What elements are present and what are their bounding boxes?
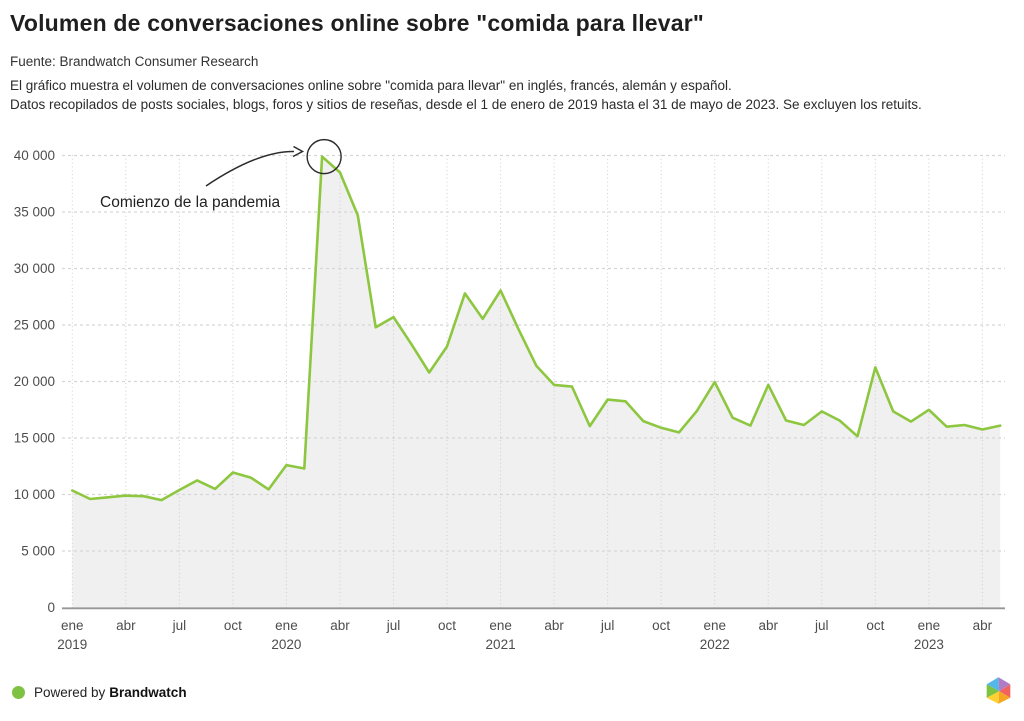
x-axis-label: abr [973,618,993,633]
y-axis-label: 20 000 [14,374,55,389]
chart-description-line2: Datos recopilados de posts sociales, blo… [10,97,922,112]
powered-by-footer: Powered by Brandwatch [12,684,187,701]
x-axis-label: oct [438,618,456,633]
y-axis-label: 35 000 [14,205,55,220]
logo-facet [986,691,1000,704]
x-axis-label: jul [386,618,401,633]
y-axis-label: 10 000 [14,487,55,502]
x-axis-label: ene [489,618,512,633]
data-line [71,155,1002,502]
x-axis-label: abr [758,618,778,633]
powered-by-label: Powered by [34,685,106,700]
annotation-label: Comienzo de la pandemia [100,194,280,211]
annotation-arrowhead [292,145,305,158]
brand-name: Brandwatch [109,685,187,700]
x-axis-year-label: 2020 [271,637,301,652]
logo-facet [986,677,1000,692]
x-axis-year-label: 2021 [486,637,516,652]
x-axis-label: ene [703,618,726,633]
brandwatch-hexagon-logo [986,677,1011,704]
y-axis-label: 15 000 [14,431,55,446]
x-axis-label: ene [275,618,298,633]
page-title: Volumen de conversaciones online sobre "… [10,10,705,36]
x-axis-label: ene [918,618,941,633]
x-axis-label: jul [814,618,829,633]
x-axis-year-label: 2019 [57,637,87,652]
x-axis-label: jul [600,618,615,633]
x-axis-label: abr [330,618,350,633]
x-axis-label: oct [652,618,670,633]
x-axis-label: oct [224,618,242,633]
y-axis-label: 30 000 [14,261,55,276]
y-axis-label: 40 000 [14,148,55,163]
x-axis-label: oct [866,618,884,633]
y-axis-label: 5 000 [21,544,55,559]
annotation-arrow [205,150,295,187]
brand-dot-icon [12,686,25,699]
y-axis-label: 25 000 [14,318,55,333]
x-axis-label: abr [116,618,136,633]
logo-facet [998,677,1011,692]
x-axis-year-label: 2022 [700,637,730,652]
chart-source-note: Fuente: Brandwatch Consumer Research [10,54,259,69]
logo-facet [998,691,1011,704]
y-axis-label: 0 [47,600,55,615]
x-axis-label: ene [61,618,84,633]
annotation-circle [306,138,342,175]
x-axis-label: abr [544,618,564,633]
logo-facet [999,684,1011,698]
x-axis-year-label: 2023 [914,637,944,652]
x-axis-label: jul [172,618,187,633]
logo-facet [986,684,1000,698]
chart-description-line1: El gráfico muestra el volumen de convers… [10,78,732,93]
